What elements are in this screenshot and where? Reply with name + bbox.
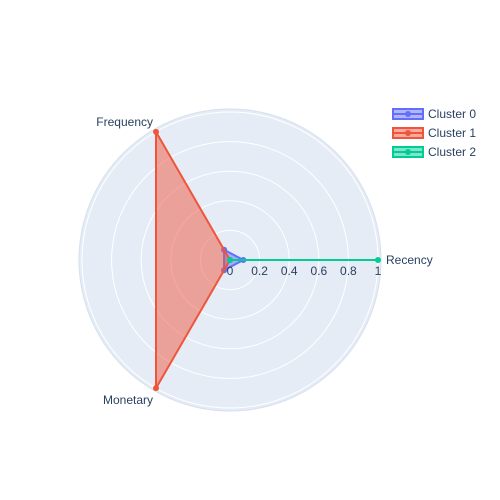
radial-tick-label: 0 [227, 264, 234, 278]
legend: Cluster 0 Cluster 1 Cluster 2 [392, 107, 476, 159]
series-traces [153, 128, 381, 392]
legend-item-cluster-1[interactable]: Cluster 1 [392, 126, 476, 140]
angular-axis-labels: Recency Frequency Monetary [96, 115, 432, 407]
legend-item-cluster-2[interactable]: Cluster 2 [392, 145, 476, 159]
legend-item-cluster-0[interactable]: Cluster 0 [392, 107, 476, 121]
legend-marker-cluster-2 [405, 149, 411, 155]
radial-tick-label: 1 [375, 264, 382, 278]
point-cluster-2-recency[interactable] [375, 257, 381, 263]
legend-label-cluster-0: Cluster 0 [428, 107, 476, 121]
radial-tick-labels: 0 0.2 0.4 0.6 0.8 1 [227, 264, 382, 278]
legend-marker-cluster-1 [405, 130, 411, 136]
point-cluster-1-frequency[interactable] [153, 128, 159, 135]
radial-tick-label: 0.8 [340, 264, 357, 278]
radial-tick-label: 0.2 [251, 264, 268, 278]
series-cluster-2 [227, 257, 381, 263]
point-cluster-2-monetary[interactable] [227, 257, 233, 263]
legend-label-cluster-2: Cluster 2 [428, 145, 476, 159]
axis-label-recency: Recency [386, 253, 433, 267]
axis-label-frequency: Frequency [96, 115, 153, 129]
point-cluster-1-monetary[interactable] [153, 385, 159, 392]
legend-label-cluster-1: Cluster 1 [428, 126, 476, 140]
radial-tick-label: 0.6 [310, 264, 327, 278]
series-fill-cluster-1 [156, 131, 230, 389]
axis-label-monetary: Monetary [103, 393, 153, 407]
series-line-cluster-1 [155, 130, 231, 390]
legend-marker-cluster-0 [405, 111, 411, 117]
radial-tick-label: 0.4 [281, 264, 298, 278]
